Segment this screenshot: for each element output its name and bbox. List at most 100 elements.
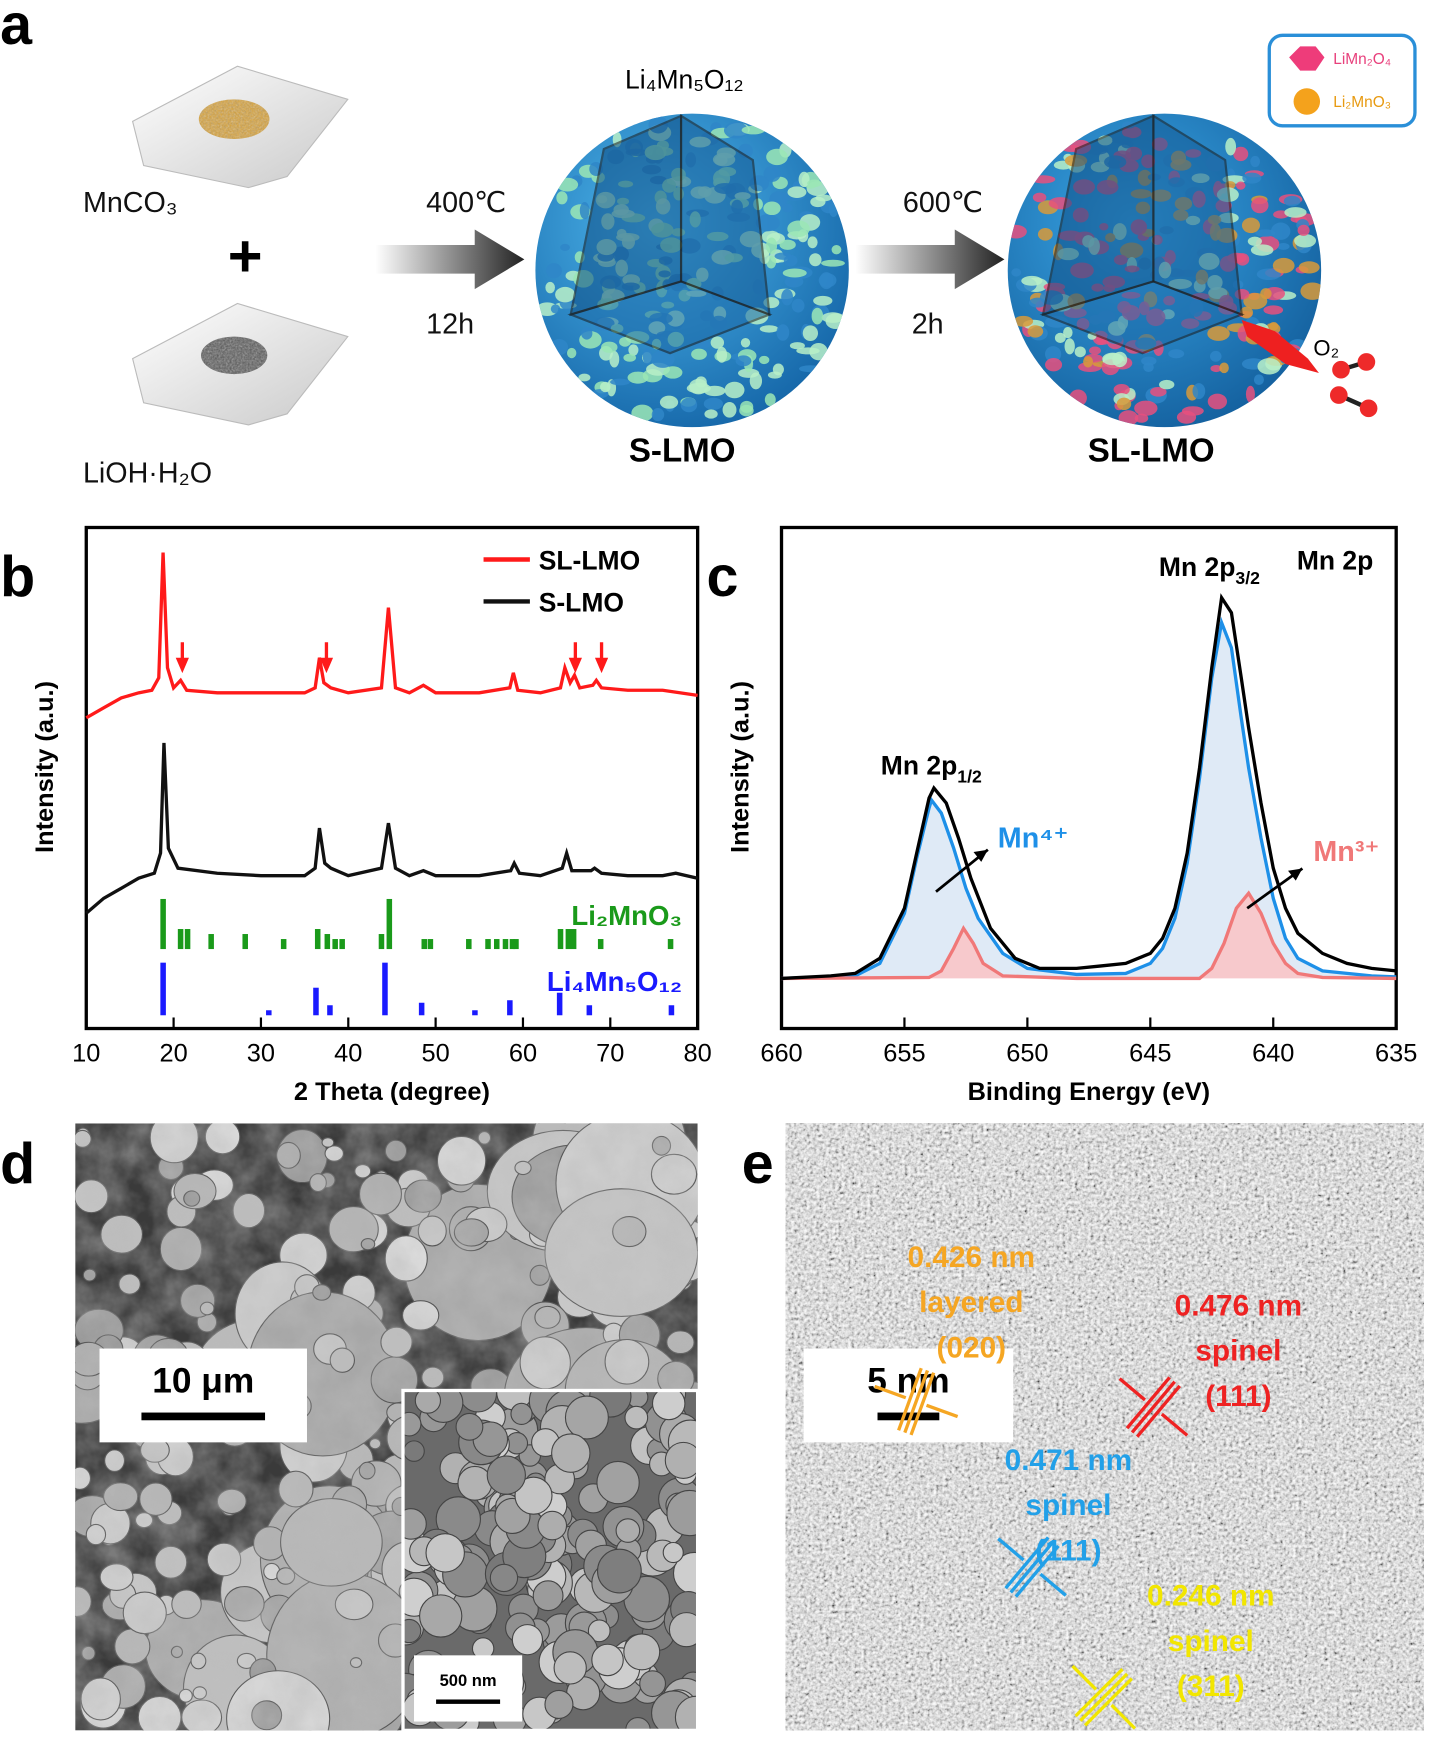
grain [716, 346, 728, 363]
grain [1270, 222, 1291, 240]
grain [1283, 195, 1301, 207]
grain [623, 1633, 661, 1671]
grain [703, 385, 726, 397]
grain [819, 272, 834, 290]
grain [1253, 374, 1264, 385]
grain [1063, 327, 1073, 339]
grain [798, 171, 810, 188]
scale-bar-label: 10 μm [152, 1362, 254, 1401]
grain [1011, 268, 1022, 277]
grain [740, 338, 751, 348]
grain [1298, 261, 1320, 274]
x-tick-label: 10 [72, 1040, 100, 1068]
grain [1031, 175, 1056, 184]
reference-stick [208, 934, 214, 950]
inset-frame [401, 1388, 700, 1733]
fringe-line [1009, 1540, 1055, 1594]
marker-arrow [874, 1384, 907, 1400]
grain [664, 1441, 698, 1479]
reference-stick [597, 939, 604, 950]
time-label: 2h [912, 308, 944, 340]
grain [1037, 227, 1053, 241]
grain [1251, 197, 1269, 214]
grain [831, 244, 842, 255]
grain [651, 350, 675, 368]
component-area [781, 622, 1397, 979]
grain [825, 313, 846, 329]
grain [555, 286, 576, 303]
grain [691, 348, 707, 360]
x-tick-label: 660 [760, 1040, 802, 1068]
series-line [85, 552, 698, 720]
marker-arrow [1118, 1377, 1147, 1402]
grain [1069, 389, 1087, 407]
powder [198, 99, 270, 140]
grain [813, 295, 833, 306]
x-axis-label: Binding Energy (eV) [968, 1078, 1211, 1106]
formula-label: Li₄Mn₅O₁₂ [625, 64, 744, 94]
reference-stick [556, 992, 563, 1016]
grain [486, 1455, 526, 1495]
grain [1207, 326, 1230, 341]
grain [763, 166, 781, 182]
reference-stick [485, 939, 491, 950]
grain [659, 395, 679, 409]
fringe-line [1004, 1536, 1050, 1590]
x-tick-label: 20 [159, 1040, 187, 1068]
grain [710, 336, 725, 349]
grain [510, 1402, 533, 1426]
grain [564, 1395, 609, 1440]
grain [1250, 155, 1261, 168]
grain [782, 268, 807, 278]
marker-arrow [1160, 1412, 1189, 1437]
x-tick-label: 80 [684, 1040, 712, 1068]
peak-arrow [175, 642, 189, 674]
grain [821, 259, 845, 267]
grain [628, 344, 639, 356]
peak-label-sub: 3/2 [1235, 568, 1260, 588]
process-arrow [375, 229, 525, 290]
grain [1250, 244, 1274, 256]
grain [787, 220, 810, 237]
grain [1141, 356, 1157, 366]
grain [776, 324, 790, 341]
legend-label: Li₂MnO₃ [1333, 94, 1391, 111]
panel-label: d [0, 1132, 35, 1196]
temperature-label: 600℃ [903, 187, 983, 219]
annotation-spacing: 0.426 nm [908, 1241, 1035, 1274]
grain [550, 304, 561, 314]
grain [1083, 356, 1094, 368]
grain [662, 1541, 684, 1564]
grain [609, 350, 620, 368]
component-area [781, 893, 1397, 979]
panel-label: e [742, 1132, 774, 1196]
legend-icon [1293, 88, 1321, 115]
grain [1240, 306, 1253, 319]
grain [767, 371, 782, 379]
grain [1243, 292, 1268, 310]
gas-label: O₂ [1313, 335, 1339, 360]
grain [1210, 364, 1222, 373]
grain [514, 1476, 553, 1515]
grain [1263, 305, 1284, 315]
grain [1032, 192, 1047, 203]
grain [1007, 224, 1027, 239]
component-label: Mn³⁺ [1313, 836, 1379, 868]
release-arrow [1241, 320, 1319, 374]
grain [1102, 352, 1124, 366]
grain [1045, 357, 1063, 372]
x-tick-label: 640 [1252, 1040, 1294, 1068]
temperature-label: 400℃ [426, 187, 506, 219]
legend-icon [1289, 46, 1325, 71]
grain [544, 1689, 574, 1719]
grain [1255, 229, 1276, 237]
phase-legend [1267, 33, 1417, 128]
grain [1150, 387, 1167, 397]
grain [615, 1518, 641, 1543]
annotation-spacing: 0.246 nm [1147, 1580, 1274, 1613]
reference-stick [280, 939, 287, 950]
y-axis-label: Intensity (a.u.) [31, 681, 59, 853]
x-axis-label: 2 Theta (degree) [294, 1078, 490, 1106]
grain [1297, 224, 1310, 236]
grain [1233, 146, 1249, 162]
